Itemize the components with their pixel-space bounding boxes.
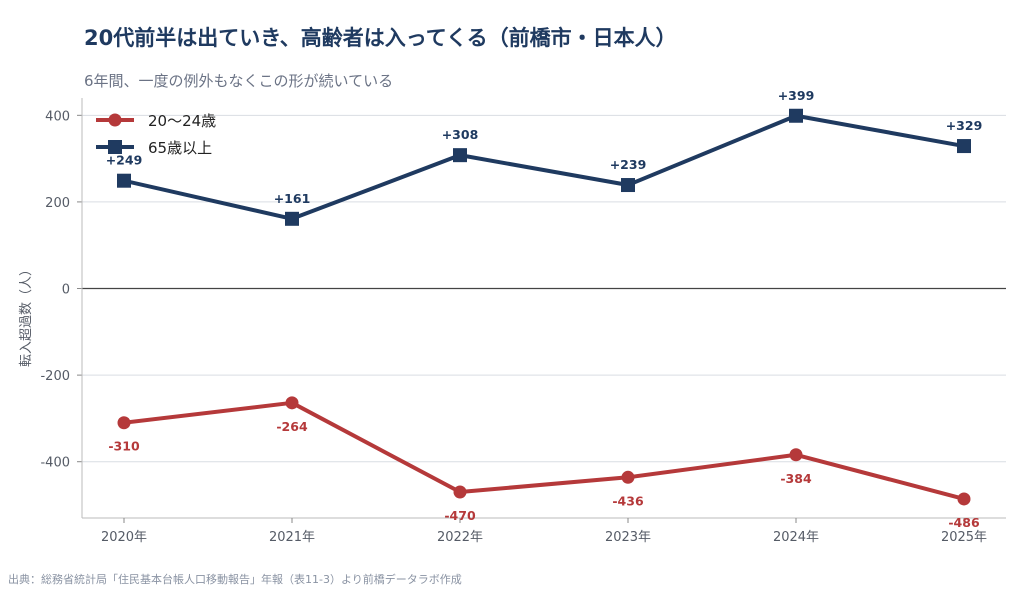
y-tick-label: 400 (45, 109, 70, 124)
data-point (117, 173, 131, 188)
x-tick-label: 2020年 (101, 530, 147, 545)
data-label: +239 (610, 157, 647, 172)
data-label: -436 (612, 493, 644, 508)
y-tick-label: 0 (62, 283, 70, 298)
data-point (621, 470, 635, 484)
x-tick-label: 2025年 (941, 530, 987, 545)
data-label: +249 (106, 153, 143, 168)
data-point (789, 448, 803, 462)
y-tick-label: -400 (40, 456, 70, 471)
series-line-age-20-24 (123, 400, 965, 501)
data-label: -264 (276, 419, 308, 434)
data-label: -384 (780, 471, 812, 486)
data-point (285, 211, 299, 226)
data-label: +308 (442, 127, 479, 142)
data-point (285, 396, 299, 410)
data-label: +161 (274, 191, 311, 206)
data-label: +329 (946, 118, 983, 133)
y-tick-label: -200 (40, 369, 70, 384)
data-point (957, 492, 971, 506)
data-point (957, 139, 971, 154)
data-point (621, 178, 635, 193)
data-point (117, 416, 131, 430)
x-tick-label: 2022年 (437, 530, 483, 545)
legend-label: 65歳以上 (148, 139, 212, 157)
data-point (453, 485, 467, 499)
x-tick-label: 2021年 (269, 530, 315, 545)
chart-subtitle: 6年間、一度の例外もなくこの形が続いている (84, 72, 394, 90)
y-tick-label: 200 (45, 196, 70, 211)
x-tick-label: 2023年 (605, 530, 651, 545)
data-point (453, 148, 467, 163)
x-tick-label: 2024年 (773, 530, 819, 545)
legend-marker (108, 140, 122, 154)
data-label: -470 (444, 508, 476, 523)
legend-marker (108, 113, 122, 127)
series-line-age-65-plus (123, 113, 965, 221)
data-point (789, 108, 803, 123)
data-label: -310 (108, 439, 140, 454)
data-label: -486 (948, 515, 980, 530)
legend-label: 20〜24歳 (148, 112, 216, 130)
y-axis-label: 転入超過数（人） (19, 263, 34, 367)
chart-title: 20代前半は出ていき、高齢者は入ってくる（前橋市・日本人） (84, 26, 677, 50)
source-note: 出典：総務省統計局「住民基本台帳人口移動報告」年報（表11-3）より前橋データラ… (8, 573, 462, 586)
data-label: +399 (778, 88, 815, 103)
